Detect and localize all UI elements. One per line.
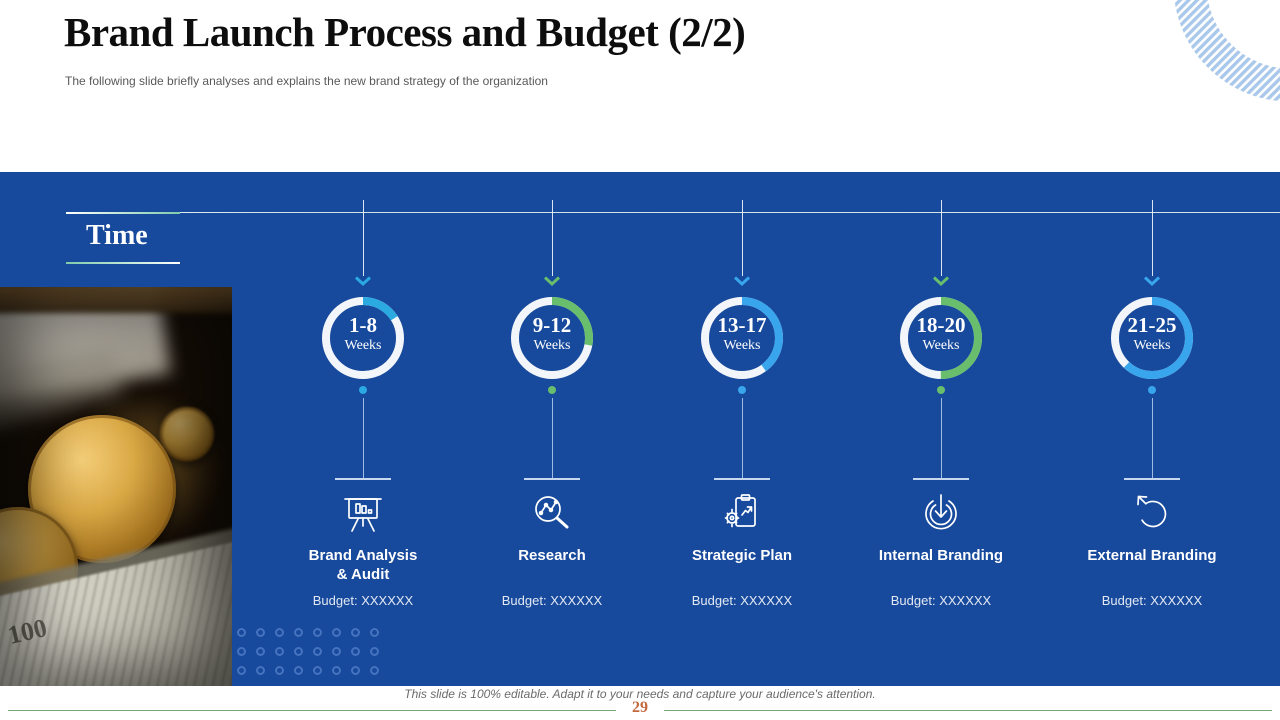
arrow-stem-line (1152, 200, 1153, 276)
weeks-badge: 21-25 Weeks (1107, 313, 1197, 355)
connector-line (552, 398, 553, 478)
chevron-down-icon (733, 276, 751, 287)
chevron-down-icon (354, 276, 372, 287)
weeks-range: 9-12 (532, 313, 572, 337)
footer-note: This slide is 100% editable. Adapt it to… (404, 687, 876, 701)
connector-dot (937, 386, 945, 394)
milestone-column: 18-20 Weeks Internal Branding Budget: XX… (853, 172, 1029, 686)
time-under-line (66, 262, 180, 264)
progress-ring (701, 297, 783, 379)
weeks-badge: 1-8 Weeks (318, 313, 408, 355)
milestone-label: Research (518, 547, 586, 564)
progress-ring (511, 297, 593, 379)
internal-branding-inward-arrow-icon (918, 490, 964, 536)
weeks-range: 1-8 (349, 313, 377, 337)
dots-pattern (237, 628, 389, 685)
photo-vignette (0, 287, 232, 686)
page-number: 29 (616, 699, 664, 717)
time-top-line (66, 212, 180, 214)
weeks-badge: 13-17 Weeks (697, 313, 787, 355)
research-magnifier-icon (529, 490, 575, 536)
connector-dot (738, 386, 746, 394)
connector-dot (359, 386, 367, 394)
connector-line (941, 398, 942, 478)
milestone-budget: Budget: XXXXXX (501, 593, 603, 608)
time-axis-label: Time (86, 220, 148, 251)
icon-underline (524, 478, 580, 480)
presentation-bar-chart-icon (340, 490, 386, 536)
strategic-plan-clipboard-gear-icon (719, 490, 765, 536)
milestone-column: 9-12 Weeks Research Budget: XXXXXX (464, 172, 640, 686)
milestone-budget: Budget: XXXXXX (1101, 593, 1203, 608)
weeks-unit: Weeks (922, 338, 960, 353)
page-title: Brand Launch Process and Budget (2/2) (64, 9, 746, 55)
connector-line (1152, 398, 1153, 478)
icon-underline (913, 478, 969, 480)
arrow-stem-line (742, 200, 743, 276)
connector-dot (1148, 386, 1156, 394)
arrow-stem-line (941, 200, 942, 276)
connector-dot (548, 386, 556, 394)
gold-coin (160, 407, 214, 461)
arrow-stem-line (552, 200, 553, 276)
milestone-label: Internal Branding (878, 547, 1004, 564)
weeks-unit: Weeks (1133, 338, 1171, 353)
corner-ring-decoration (1174, 0, 1280, 102)
chevron-down-icon (1143, 276, 1161, 287)
time-axis-block: Time (66, 212, 180, 266)
icon-underline (1124, 478, 1180, 480)
weeks-badge: 9-12 Weeks (507, 313, 597, 355)
weeks-range: 18-20 (916, 313, 966, 337)
progress-ring (1111, 297, 1193, 379)
chevron-down-icon (932, 276, 950, 287)
icon-underline (714, 478, 770, 480)
icon-underline (335, 478, 391, 480)
photo-top-blur (0, 287, 232, 313)
weeks-unit: Weeks (533, 338, 571, 353)
gold-coins-dollar-bills-photo: 100 (0, 287, 232, 686)
arrow-stem-line (363, 200, 364, 276)
milestone-column: 21-25 Weeks External Branding Budget: XX… (1064, 172, 1240, 686)
progress-ring (322, 297, 404, 379)
weeks-unit: Weeks (723, 338, 761, 353)
slide-subtitle: The following slide briefly analyses and… (65, 74, 548, 88)
connector-line (742, 398, 743, 478)
milestone-budget: Budget: XXXXXX (691, 593, 793, 608)
weeks-range: 13-17 (717, 313, 767, 337)
progress-ring (900, 297, 982, 379)
weeks-range: 21-25 (1127, 313, 1177, 337)
milestone-label: Strategic Plan (691, 547, 793, 564)
weeks-badge: 18-20 Weeks (896, 313, 986, 355)
milestone-column: 13-17 Weeks Strategic Plan Budget: XXXXX… (654, 172, 830, 686)
external-branding-rotate-arrow-icon (1129, 490, 1175, 536)
milestone-budget: Budget: XXXXXX (312, 593, 414, 608)
weeks-unit: Weeks (344, 338, 382, 353)
milestone-label: External Branding (1087, 547, 1217, 564)
connector-line (363, 398, 364, 478)
chevron-down-icon (543, 276, 561, 287)
milestone-column: 1-8 Weeks Brand Analysis & Audit Budget:… (275, 172, 451, 686)
timeline-axis-line (66, 212, 1280, 213)
milestone-label: Brand Analysis & Audit (308, 547, 418, 583)
milestone-budget: Budget: XXXXXX (890, 593, 992, 608)
